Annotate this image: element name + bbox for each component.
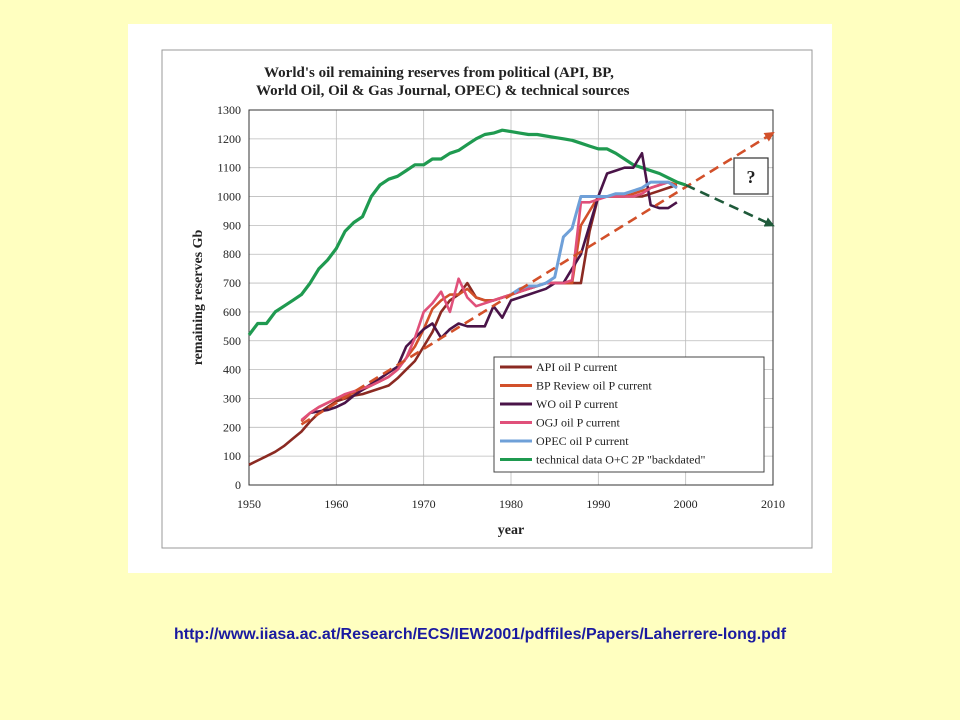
series-line-3 [300,180,678,422]
legend-frame [493,356,765,473]
legend-label: OGJ oil P current [536,416,621,430]
y-tick-label: 500 [223,334,241,348]
source-url-link[interactable]: http://www.iiasa.ac.at/Research/ECS/IEW2… [173,626,787,643]
y-tick-label: 200 [223,420,241,434]
projection-layer [300,131,775,426]
legend-label: BP Review oil P current [536,379,652,393]
chart-panel: World's oil remaining reserves from poli… [128,24,832,573]
chart-title-line-1: World's oil remaining reserves from poli… [264,65,614,81]
oil-reserves-chart: World's oil remaining reserves from poli… [161,49,813,549]
projection-arrow-0 [300,131,775,426]
series-line-5 [247,128,687,336]
y-tick-label: 0 [235,478,241,492]
question-box: ? [733,157,769,195]
y-tick-label: 600 [223,305,241,319]
legend-label: OPEC oil P current [536,434,629,448]
legend-label: API oil P current [536,360,618,374]
y-tick-label: 1000 [217,190,241,204]
y-tick-label: 800 [223,247,241,261]
y-tick-label: 1300 [217,103,241,117]
x-tick-label: 2010 [761,497,785,511]
y-tick-label: 400 [223,363,241,377]
y-tick-labels: 0 100 200 300 400 500 600 700 800 900 1000 1100 1200… [217,103,241,492]
x-axis-label: year [498,523,524,538]
x-tick-label: 1950 [237,497,261,511]
series-line-4 [510,180,678,296]
y-tick-label: 1100 [217,161,241,175]
chart-title-line-2: World Oil, Oil & Gas Journal, OPEC) & te… [256,83,630,99]
y-tick-label: 1200 [217,132,241,146]
question-box-frame [733,157,769,195]
y-tick-label: 300 [223,391,241,405]
x-tick-label: 2000 [674,497,698,511]
x-tick-label: 1960 [324,497,348,511]
y-tick-label: 900 [223,218,241,232]
x-tick-label: 1990 [586,497,610,511]
figure-frame [161,49,813,549]
x-tick-label: 1980 [499,497,523,511]
series-layer [247,128,687,466]
legend-label: WO oil P current [536,397,619,411]
y-tick-label: 100 [223,449,241,463]
question-mark: ? [747,167,756,187]
y-axis-label: remaining reserves Gb [191,229,206,365]
x-tick-label: 1970 [412,497,436,511]
plot-area [248,109,774,486]
y-tick-label: 700 [223,276,241,290]
legend-label: technical data O+C 2P "backdated" [536,453,705,467]
projection-arrow-1 [685,183,775,227]
legend: API oil P current BP Review oil P current… [493,356,765,473]
x-tick-labels: 1950 1960 1970 1980 1990 2000 2010 [237,497,785,511]
